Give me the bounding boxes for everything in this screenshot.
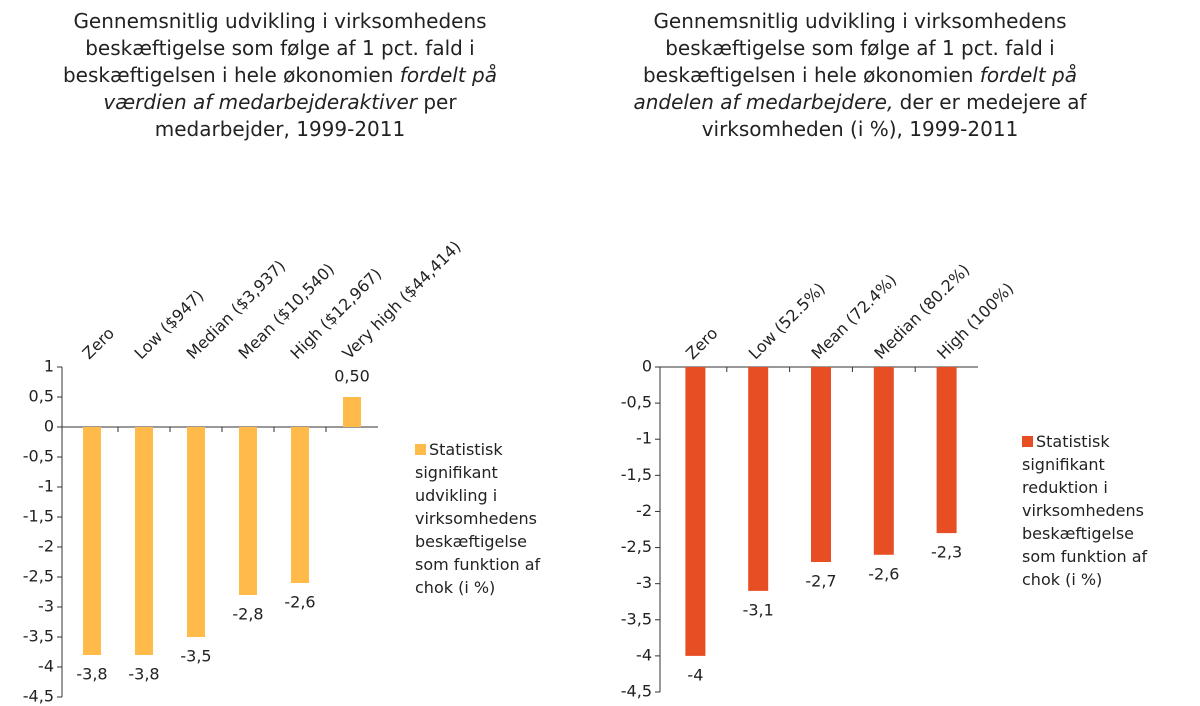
data-label: -4 — [687, 665, 703, 684]
bar — [187, 427, 205, 637]
y-tick-label: -1 — [636, 429, 652, 448]
x-tick-label: Zero — [682, 324, 721, 363]
bar — [83, 427, 101, 655]
y-tick-label: -3 — [38, 597, 54, 616]
legend-swatch — [1022, 436, 1033, 447]
data-label: -3,5 — [180, 647, 211, 666]
title-part: der er medejere af virksomheden (i %), 1… — [701, 90, 1087, 141]
data-label: -3,8 — [76, 665, 107, 684]
data-label: -3,1 — [743, 600, 774, 619]
legend-label: Statistisk signifikant reduktion i virks… — [1022, 432, 1148, 589]
y-tick-label: -2,5 — [621, 537, 652, 556]
y-tick-label: 1 — [44, 357, 54, 376]
bar — [135, 427, 153, 655]
y-tick-label: -2,5 — [23, 567, 54, 586]
y-tick-label: -3 — [636, 573, 652, 592]
bar — [239, 427, 257, 595]
legend: Statistisk signifikant udvikling i virks… — [415, 438, 565, 599]
y-tick-label: -1,5 — [23, 507, 54, 526]
legend-label: Statistisk signifikant udvikling i virks… — [415, 440, 541, 597]
y-tick-label: -4 — [636, 645, 652, 664]
y-tick-label: -1 — [38, 477, 54, 496]
title-part: per medarbejder, 1999-2011 — [154, 90, 457, 141]
data-label: -2,8 — [232, 605, 263, 624]
data-label: -2,7 — [805, 572, 836, 591]
data-label: -2,6 — [868, 564, 899, 583]
y-tick-label: -2 — [38, 537, 54, 556]
bar — [343, 397, 361, 427]
y-tick-label: -0,5 — [23, 447, 54, 466]
y-tick-label: -2 — [636, 501, 652, 520]
legend: Statistisk signifikant reduktion i virks… — [1022, 430, 1172, 591]
bar — [873, 367, 894, 555]
y-tick-label: -4,5 — [621, 682, 652, 701]
title-part: fordelt på andelen af medarbejdere, — [633, 63, 1077, 114]
y-tick-label: 0 — [642, 357, 652, 376]
x-tick-label: High ($12,967) — [287, 264, 386, 363]
x-tick-label: Mean ($10,540) — [235, 260, 338, 363]
x-tick-label: Zero — [79, 324, 118, 363]
data-label: 0,50 — [334, 367, 370, 386]
y-tick-label: -0,5 — [621, 393, 652, 412]
y-tick-label: -1,5 — [621, 465, 652, 484]
chart-title: Gennemsnitlig udvikling i virksomhedens … — [620, 8, 1100, 143]
title-part: Gennemsnitlig udvikling i virksomhedens … — [642, 9, 1067, 87]
bar — [748, 367, 769, 591]
legend-swatch — [415, 444, 426, 455]
data-label: -3,8 — [128, 665, 159, 684]
chart-title: Gennemsnitlig udvikling i virksomhedens … — [40, 8, 520, 143]
data-label: -2,3 — [931, 543, 962, 562]
y-tick-label: -4,5 — [23, 687, 54, 706]
data-label: -2,6 — [284, 593, 315, 612]
y-tick-label: -4 — [38, 657, 54, 676]
y-tick-label: -3,5 — [621, 609, 652, 628]
y-tick-label: -3,5 — [23, 627, 54, 646]
bar — [936, 367, 957, 534]
title-part: Gennemsnitlig udvikling i virksomhedens … — [62, 9, 487, 87]
y-tick-label: 0 — [44, 417, 54, 436]
bar — [291, 427, 309, 583]
title-part: fordelt på værdien af medarbejderaktiver — [103, 63, 497, 114]
y-tick-label: 0,5 — [29, 387, 54, 406]
bar — [685, 367, 706, 656]
bar — [811, 367, 831, 562]
